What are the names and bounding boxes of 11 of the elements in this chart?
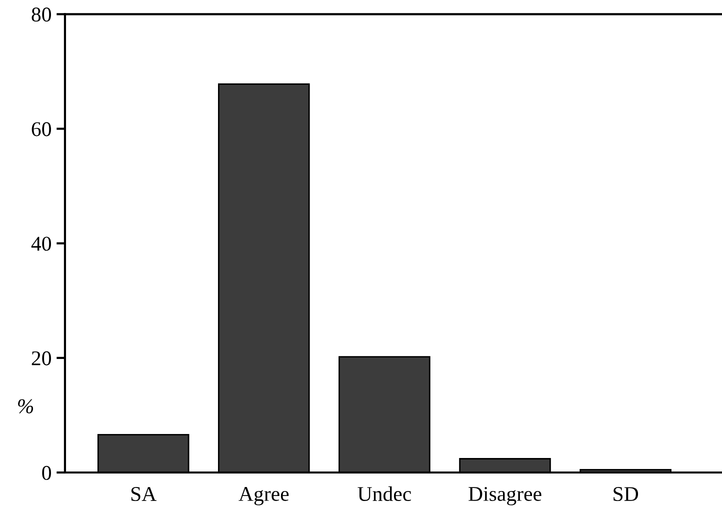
x-tick-label: Agree [238,487,289,506]
x-tick-label: SA [131,487,157,502]
x-tick-label: Undec [358,486,411,502]
y-tick-label: 20 [32,351,51,366]
y-tick-label: 40 [31,236,51,251]
x-tick-label: Disagree [468,486,542,506]
x-tick-label: SD [614,487,638,502]
y-tick-label: 0 [42,466,51,480]
y-axis-title: % [18,399,34,414]
y-tick-label: 60 [32,122,51,136]
y-tick-label: 80 [32,8,51,22]
